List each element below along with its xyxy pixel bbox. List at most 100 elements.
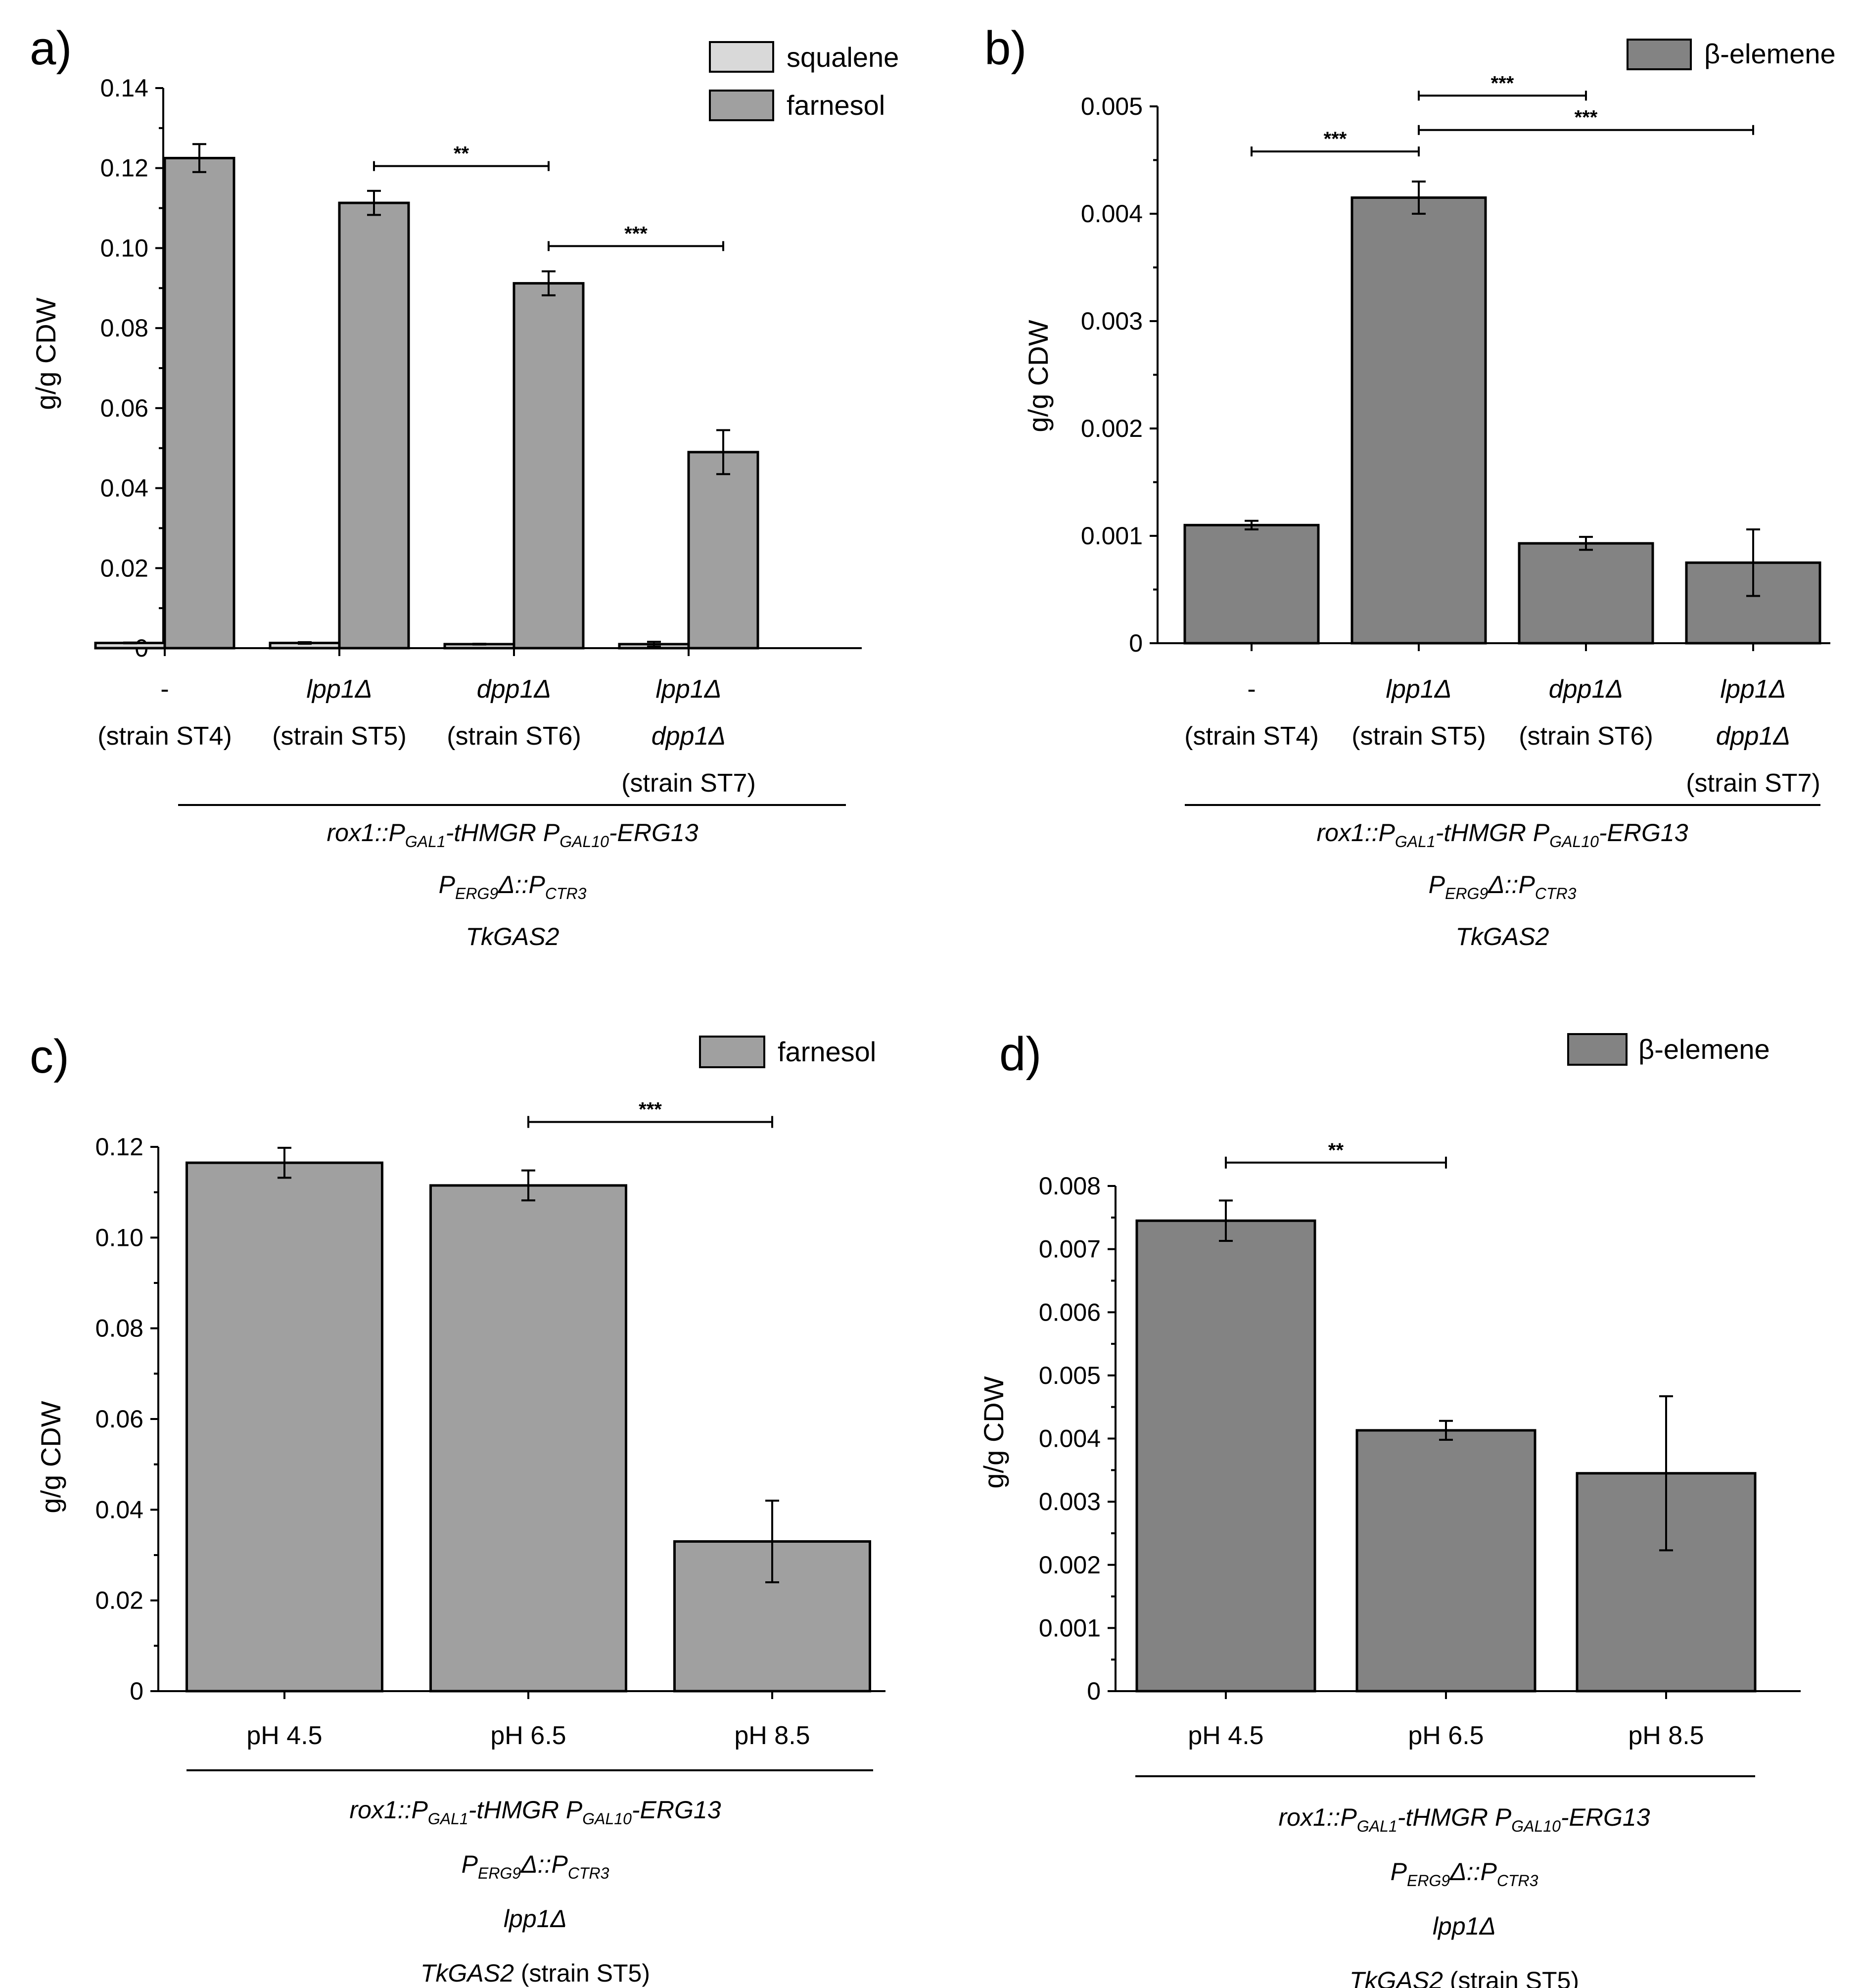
genotype-text: P [439, 871, 456, 899]
genotype-labels: rox1::PGAL1-tHMGR PGAL10-ERG13PERG9Δ::PC… [349, 1796, 721, 1987]
genotype-line: rox1::PGAL1-tHMGR PGAL10-ERG13 [1316, 819, 1688, 851]
genotype-text: -ERG13 [632, 1796, 721, 1824]
y-tick-label: 0 [1129, 629, 1143, 657]
legend: β-elemene [1627, 38, 1836, 70]
legend-label-beta-elemene: β-elemene [1704, 38, 1836, 69]
significance-label: ** [1328, 1139, 1344, 1161]
category-label: (strain ST7) [1686, 769, 1820, 798]
y-tick-label: 0.12 [100, 154, 148, 182]
bars [94, 157, 759, 650]
category-label: lpp1Δ [1386, 675, 1451, 704]
legend-swatch-squalene [709, 41, 774, 73]
category-label: (strain ST5) [1351, 722, 1486, 751]
y-axis-label: g/g CDW [30, 297, 61, 410]
genotype-text: Δ::P [1449, 1858, 1497, 1886]
significance-label: *** [624, 223, 648, 244]
panel-a: a) squalene farnesol g/g CDW 00.020.040.… [30, 22, 899, 950]
panel-c: c) farnesol g/g CDW 0 0.02 0.04 0.06 0.08 0.1… [30, 1030, 885, 1987]
genotype-text: -tHMGR P [1397, 1803, 1512, 1831]
bars [186, 1161, 871, 1693]
category-labels: pH 4.5 pH 6.5 pH 8.5 [246, 1721, 810, 1750]
y-tick-label: 0.002 [1039, 1551, 1101, 1579]
category-label: lpp1Δ [306, 675, 372, 704]
legend: β-elemene [1567, 1033, 1770, 1066]
genotype-line: rox1::PGAL1-tHMGR PGAL10-ERG13 [326, 819, 698, 851]
category-label: dpp1Δ [1549, 675, 1624, 704]
genotype-text: rox1::P [349, 1796, 428, 1824]
genotype-text: rox1::P [1278, 1803, 1357, 1831]
category-label: (strain ST6) [447, 722, 581, 751]
significance-brackets: ***** [373, 143, 724, 251]
genotype-subscript: CTR3 [545, 885, 587, 902]
category-label: (strain ST4) [97, 722, 232, 751]
y-axis-label: g/g CDW [1023, 320, 1054, 432]
genotype-subscript: ERG9 [1445, 885, 1488, 902]
genotype-line: rox1::PGAL1-tHMGR PGAL10-ERG13 [349, 1796, 721, 1828]
genotype-line: PERG9Δ::PCTR3 [439, 871, 587, 902]
y-tick-label: 0.02 [95, 1587, 143, 1614]
panel-d: d) β-elemene g/g CDW 0 0.001 0.002 0.003 0.0… [978, 1028, 1801, 1988]
category-label: pH 8.5 [734, 1721, 810, 1750]
y-tick-label: 0.001 [1039, 1614, 1101, 1642]
y-tick-label: 0.008 [1039, 1172, 1101, 1200]
y-tick-label: 0.04 [95, 1496, 143, 1523]
genotype-line: lpp1Δ [1433, 1912, 1496, 1940]
significance-brackets: *** [527, 1099, 773, 1128]
genotype-text: (strain ST5) [514, 1959, 650, 1987]
category-labels: - (strain ST4) lpp1Δ (strain ST5) dpp1Δ (stra… [1184, 675, 1820, 798]
genotype-subscript: GAL10 [559, 833, 609, 851]
genotype-text: -ERG13 [1599, 819, 1688, 847]
y-tick-label: 0.004 [1039, 1425, 1101, 1453]
legend-swatch-beta-elemene [1627, 39, 1692, 70]
genotype-text: P [462, 1850, 478, 1878]
genotype-line: TkGAS2 (strain ST5) [1350, 1967, 1579, 1988]
bars [1183, 196, 1821, 645]
genotype-line: PERG9Δ::PCTR3 [1429, 871, 1577, 902]
category-label: - [160, 675, 169, 704]
panel-b: b) β-elemene g/g CDW 0 0.001 0.002 0.003 0.0… [984, 22, 1836, 950]
legend-swatch-beta-elemene [1567, 1033, 1628, 1066]
bar-elemene [1518, 542, 1654, 645]
category-label: (strain ST6) [1519, 722, 1653, 751]
bar-farnesol [429, 1184, 627, 1693]
y-tick-label: 0.02 [100, 554, 148, 582]
bar-elemene [1350, 196, 1487, 645]
category-label: lpp1Δ [1720, 675, 1786, 704]
genotype-subscript: CTR3 [1535, 885, 1577, 902]
genotype-text: TkGAS2 [466, 923, 559, 950]
genotype-line: PERG9Δ::PCTR3 [1391, 1858, 1538, 1890]
legend: farnesol [699, 1036, 876, 1068]
error-bars [278, 1146, 779, 1583]
y-tick-label: 0.10 [100, 234, 148, 262]
genotype-text: P [1391, 1858, 1407, 1886]
genotype-labels: rox1::PGAL1-tHMGR PGAL10-ERG13PERG9Δ::PC… [1278, 1803, 1650, 1988]
panel-label: b) [984, 22, 1026, 75]
category-label: - [1247, 675, 1256, 704]
bar-elemene [1183, 523, 1320, 645]
genotype-text: TkGAS2 [1456, 923, 1549, 950]
genotype-text: -ERG13 [609, 819, 698, 847]
bar-farnesol [512, 282, 585, 650]
genotype-text: (strain ST5) [1443, 1967, 1579, 1988]
category-label: lpp1Δ [655, 675, 721, 704]
genotype-subscript: GAL10 [1549, 833, 1599, 851]
panel-label: a) [30, 22, 72, 75]
legend-swatch-farnesol [709, 90, 774, 121]
legend-label-beta-elemene: β-elemene [1638, 1034, 1770, 1065]
genotype-text: Δ::P [1488, 871, 1535, 899]
y-tick-label: 0.06 [95, 1405, 143, 1433]
genotype-text: rox1::P [326, 819, 405, 847]
genotype-text: P [1429, 871, 1445, 899]
category-label: pH 6.5 [490, 1721, 566, 1750]
y-tick-label: 0.10 [95, 1224, 143, 1251]
y-tick-label: 0.005 [1039, 1362, 1101, 1389]
genotype-text: -ERG13 [1561, 1803, 1650, 1831]
category-label: pH 6.5 [1408, 1721, 1484, 1750]
y-tick-label: 0.003 [1039, 1488, 1101, 1515]
genotype-text: Δ::P [520, 1850, 568, 1878]
panel-label: d) [999, 1028, 1041, 1081]
genotype-subscript: GAL1 [428, 1810, 468, 1828]
panel-label: c) [30, 1030, 69, 1083]
y-tick-label: 0.002 [1081, 415, 1143, 442]
axes: 00.020.040.060.080.100.120.14 [100, 74, 862, 662]
